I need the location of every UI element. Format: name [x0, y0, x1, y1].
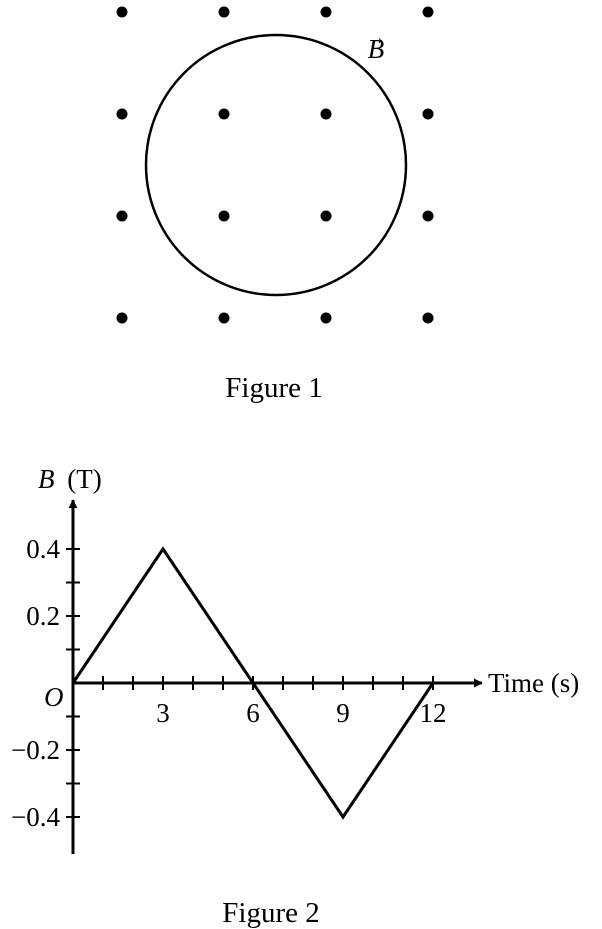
field-dot [218, 108, 230, 120]
y-axis-title-unit: (T) [67, 464, 101, 494]
x-tick-label: 9 [336, 698, 350, 728]
figure-2: B (T) Time (s) O 3 6 9 12 0.4 0.2 −0.2 −0.4 Fi… [11, 464, 579, 929]
y-axis-title-symbol: B [38, 464, 55, 494]
field-dot [422, 6, 434, 18]
field-dot [116, 108, 128, 120]
field-dot [218, 6, 230, 18]
field-dot [218, 312, 230, 324]
field-dot [320, 210, 332, 222]
field-dot [320, 108, 332, 120]
y-tick-label: 0.2 [26, 601, 60, 631]
field-dot [218, 210, 230, 222]
field-dot [116, 210, 128, 222]
y-axis-title: B (T) [38, 464, 102, 494]
field-dot [422, 312, 434, 324]
y-tick-labels: 0.4 0.2 −0.2 −0.4 [11, 534, 60, 832]
x-tick-label: 12 [420, 698, 447, 728]
field-dot [320, 312, 332, 324]
field-vector-arrow: → [366, 27, 386, 49]
x-tick-label: 3 [156, 698, 170, 728]
field-label: B [368, 34, 385, 64]
field-dot [320, 6, 332, 18]
axis-ticks [66, 548, 434, 818]
figure-2-caption: Figure 2 [222, 897, 319, 929]
x-axis-title: Time (s) [488, 668, 579, 698]
y-tick-label: 0.4 [26, 534, 60, 564]
figure-1: → B Figure 1 [116, 6, 434, 404]
field-dot [422, 210, 434, 222]
magnetic-field-dots [116, 6, 434, 324]
field-dot [116, 312, 128, 324]
magnetic-field-series-line [71, 546, 435, 820]
y-tick-label: −0.2 [11, 735, 60, 765]
field-dot [422, 108, 434, 120]
y-tick-label: −0.4 [11, 802, 60, 832]
field-dot [116, 6, 128, 18]
conducting-loop [144, 33, 408, 297]
figure-1-caption: Figure 1 [225, 372, 322, 404]
x-tick-labels: 3 6 9 12 [156, 698, 446, 728]
origin-label: O [44, 682, 64, 712]
x-tick-label: 6 [246, 698, 260, 728]
